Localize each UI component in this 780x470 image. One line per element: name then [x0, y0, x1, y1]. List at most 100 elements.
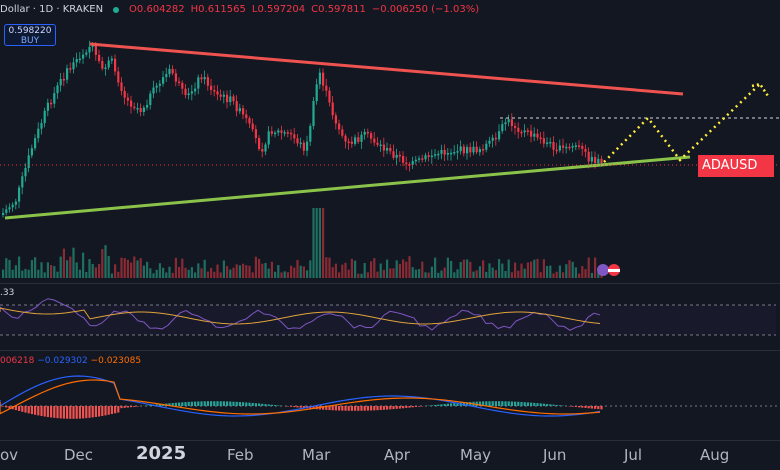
- macd-hist-bar: [366, 406, 369, 411]
- macd-hist-bar: [69, 406, 72, 419]
- candle: [130, 100, 133, 107]
- macd-hist-bar: [293, 406, 296, 408]
- candle: [581, 146, 584, 149]
- candle: [565, 146, 568, 149]
- candle: [395, 154, 398, 158]
- candle: [520, 131, 523, 134]
- macd-hist-bar: [238, 402, 241, 406]
- macd-hist-bar: [34, 406, 37, 415]
- candle: [542, 138, 545, 144]
- volume-bar: [222, 260, 225, 278]
- candle: [498, 131, 501, 140]
- pane-separator[interactable]: [0, 440, 780, 441]
- macd-hist-bar: [434, 404, 437, 406]
- candle: [386, 148, 389, 151]
- pane-separator[interactable]: [0, 283, 780, 284]
- candle: [123, 90, 126, 98]
- volume-bar: [443, 267, 446, 278]
- macd-hist-bar: [507, 401, 510, 406]
- candle: [427, 155, 430, 157]
- macd-hist-bar: [171, 403, 174, 406]
- candle: [587, 151, 590, 162]
- candle: [485, 143, 488, 150]
- candle: [430, 155, 433, 158]
- candle: [101, 61, 104, 69]
- macd-hist-bar: [8, 406, 11, 409]
- volume-bar: [94, 267, 97, 278]
- volume-bar: [226, 266, 229, 278]
- volume-bar: [453, 272, 456, 278]
- volume-bar: [50, 265, 53, 278]
- macd-hist-bar: [526, 402, 529, 406]
- candle: [210, 85, 213, 91]
- candle: [40, 123, 43, 129]
- volume-bar: [418, 269, 421, 278]
- candle: [91, 45, 94, 47]
- candle: [354, 137, 357, 144]
- volume-bar: [280, 272, 283, 278]
- macd-hist-bar: [37, 406, 40, 416]
- candle: [398, 154, 401, 157]
- candle: [382, 144, 385, 151]
- candle: [226, 94, 229, 103]
- volume-bar: [46, 262, 49, 278]
- macd-hist-bar: [482, 401, 485, 406]
- candle: [274, 132, 277, 135]
- volume-bar: [542, 259, 545, 278]
- candle: [482, 149, 485, 151]
- candle: [338, 123, 341, 130]
- candle: [69, 68, 72, 70]
- macd-hist-bar: [549, 404, 552, 406]
- volume-bar: [117, 271, 120, 278]
- candle: [453, 152, 456, 154]
- volume-bar: [162, 267, 165, 278]
- volume-bar: [123, 258, 126, 278]
- volume-bar: [341, 264, 344, 278]
- volume-bar: [213, 271, 216, 278]
- volume-bar: [370, 261, 373, 278]
- macd-hist-bar: [200, 401, 203, 406]
- macd-hist-bar: [325, 406, 328, 410]
- candle: [459, 146, 462, 152]
- volume-bar: [72, 247, 75, 278]
- macd-hist-bar: [402, 406, 405, 409]
- candle: [376, 142, 379, 145]
- volume-bar: [437, 272, 440, 278]
- macd-hist-bar: [30, 406, 33, 415]
- volume-bar: [245, 265, 248, 278]
- candle: [53, 93, 56, 104]
- candle: [507, 119, 510, 123]
- volume-bar: [392, 268, 395, 278]
- macd-hist-bar: [581, 406, 584, 408]
- volume-bar: [155, 269, 158, 278]
- candle: [78, 58, 81, 61]
- volume-bar: [66, 260, 69, 278]
- macd-hist-bar: [446, 403, 449, 406]
- candle: [366, 131, 369, 134]
- macd-hist-bar: [485, 401, 488, 406]
- volume-bar: [101, 249, 104, 278]
- macd-hist-bar: [466, 402, 469, 406]
- volume-bar: [258, 258, 261, 278]
- candle: [165, 74, 168, 78]
- macd-hist-bar: [491, 401, 494, 406]
- macd-line: [0, 375, 601, 417]
- macd-hist-bar: [62, 406, 65, 419]
- macd-hist-bar: [376, 406, 379, 411]
- candle: [325, 85, 328, 91]
- volume-bar: [334, 263, 337, 278]
- candle: [136, 108, 139, 110]
- candle: [302, 142, 305, 151]
- volume-bar: [571, 261, 574, 278]
- volume-bar: [440, 270, 443, 278]
- buy-button[interactable]: 0.598220 BUY: [4, 24, 56, 46]
- volume-bar: [562, 272, 565, 278]
- candle: [37, 128, 40, 139]
- candle: [46, 102, 49, 111]
- x-label: Mar: [302, 446, 331, 464]
- candle: [162, 77, 165, 84]
- macd-hist-bar: [261, 403, 264, 406]
- pane-separator[interactable]: [0, 350, 780, 351]
- candle: [142, 107, 145, 112]
